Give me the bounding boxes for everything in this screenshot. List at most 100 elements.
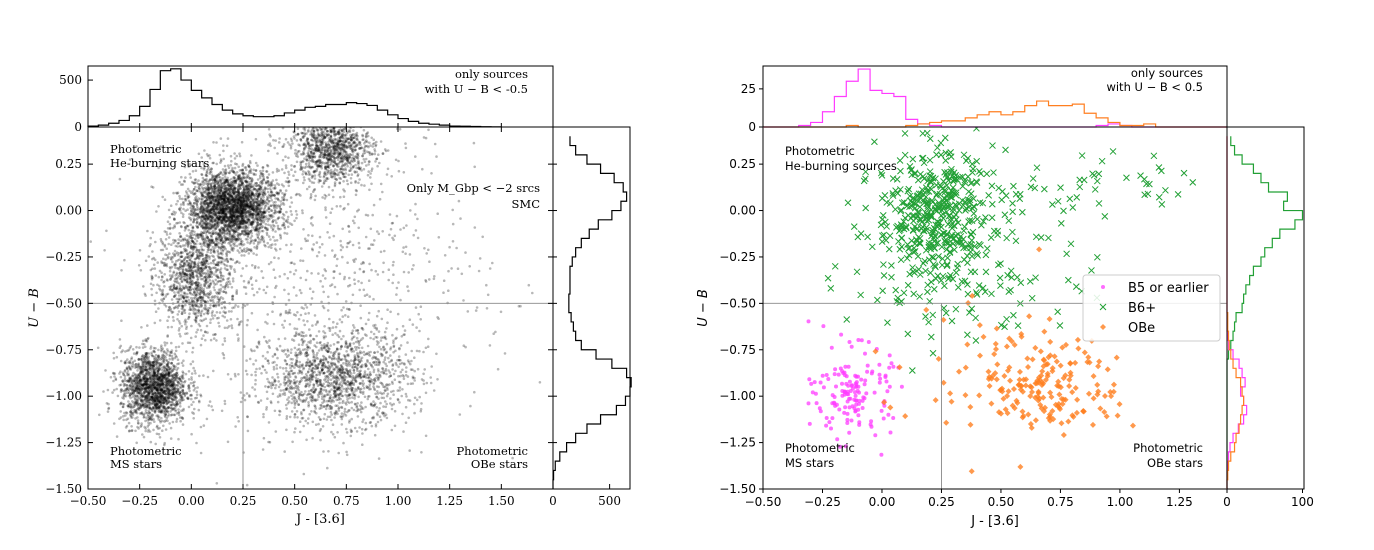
scatter-point — [258, 241, 262, 244]
scatter-point — [232, 204, 235, 207]
scatter-point — [214, 266, 217, 270]
scatter-point — [239, 221, 243, 225]
scatter-point — [353, 145, 357, 149]
scatter-point — [218, 209, 222, 213]
scatter-point — [246, 226, 250, 229]
scatter-point — [214, 278, 218, 282]
scatter-point — [307, 129, 310, 132]
scatter-point — [246, 199, 249, 202]
scatter-point — [196, 213, 200, 216]
scatter-point — [240, 212, 243, 215]
scatter-point — [209, 197, 212, 201]
scatter-point — [238, 154, 242, 158]
scatter-point — [231, 202, 234, 205]
scatter-point — [262, 178, 265, 181]
scatter-point — [275, 221, 278, 225]
scatter-point — [178, 232, 181, 235]
scatter-point — [179, 290, 183, 293]
scatter-point — [287, 173, 291, 176]
scatter-point — [231, 277, 235, 280]
scatter-point — [231, 198, 234, 202]
scatter-point — [150, 293, 154, 297]
scatter-point — [216, 231, 219, 235]
scatter-point — [212, 200, 215, 203]
scatter-point — [260, 219, 264, 223]
scatter-point — [240, 202, 244, 205]
scatter-point — [253, 200, 257, 204]
scatter-point — [258, 219, 262, 222]
scatter-point — [263, 215, 266, 218]
scatter-point — [178, 284, 182, 288]
scatter-point — [276, 224, 280, 228]
scatter-point — [284, 123, 287, 126]
scatter-point — [204, 259, 207, 262]
scatter-point — [202, 190, 205, 194]
scatter-point — [226, 223, 229, 227]
scatter-point — [190, 229, 193, 233]
scatter-point — [332, 108, 335, 111]
scatter-point — [266, 198, 269, 202]
scatter-point — [171, 274, 174, 277]
scatter-point — [216, 249, 219, 252]
scatter-point — [226, 224, 229, 228]
scatter-point — [319, 175, 322, 179]
scatter-point — [324, 127, 327, 130]
scatter-point — [344, 175, 347, 179]
scatter-point — [232, 186, 236, 190]
scatter-point — [301, 132, 304, 135]
scatter-point — [157, 166, 160, 170]
scatter-point — [203, 292, 206, 296]
scatter-point — [227, 217, 230, 220]
scatter-point — [245, 206, 249, 209]
scatter-point — [223, 192, 227, 195]
scatter-point — [269, 238, 272, 241]
scatter-point — [236, 175, 240, 179]
scatter-point — [258, 226, 262, 230]
scatter-point — [361, 107, 364, 110]
scatter-point — [203, 191, 206, 194]
scatter-point — [190, 324, 193, 328]
scatter-point — [226, 187, 229, 190]
scatter-point — [225, 232, 229, 236]
scatter-point — [208, 178, 212, 181]
scatter-point — [173, 249, 177, 253]
scatter-point — [267, 210, 271, 214]
scatter-point — [235, 210, 239, 213]
scatter-point — [290, 164, 293, 167]
scatter-point — [184, 194, 187, 198]
scatter-point — [222, 178, 226, 182]
scatter-point — [209, 290, 212, 293]
scatter-point — [308, 179, 312, 182]
scatter-point — [338, 136, 342, 139]
scatter-point — [185, 190, 188, 193]
scatter-point — [235, 225, 239, 228]
scatter-point — [205, 206, 208, 209]
scatter-point — [216, 292, 219, 295]
scatter-point — [293, 219, 296, 223]
scatter-point — [234, 199, 237, 202]
scatter-point — [202, 202, 205, 205]
scatter-point — [189, 296, 193, 300]
scatter-point — [212, 141, 215, 144]
scatter-point — [294, 133, 298, 137]
scatter-point — [219, 238, 222, 242]
scatter-point — [184, 264, 188, 267]
scatter-point — [256, 164, 259, 167]
scatter-point — [153, 299, 157, 303]
scatter-point — [232, 171, 236, 174]
scatter-point — [216, 251, 220, 254]
scatter-point — [185, 234, 189, 237]
scatter-point — [203, 303, 207, 307]
scatter-point — [181, 305, 185, 308]
scatter-point — [305, 158, 308, 162]
scatter-point — [268, 187, 272, 190]
scatter-point — [212, 212, 216, 216]
scatter-point — [239, 226, 243, 230]
scatter-point — [260, 235, 264, 238]
scatter-point — [324, 113, 327, 116]
scatter-point — [218, 193, 221, 196]
scatter-point — [265, 209, 269, 212]
scatter-point — [242, 173, 245, 176]
scatter-point — [249, 205, 252, 208]
scatter-point — [302, 181, 305, 185]
